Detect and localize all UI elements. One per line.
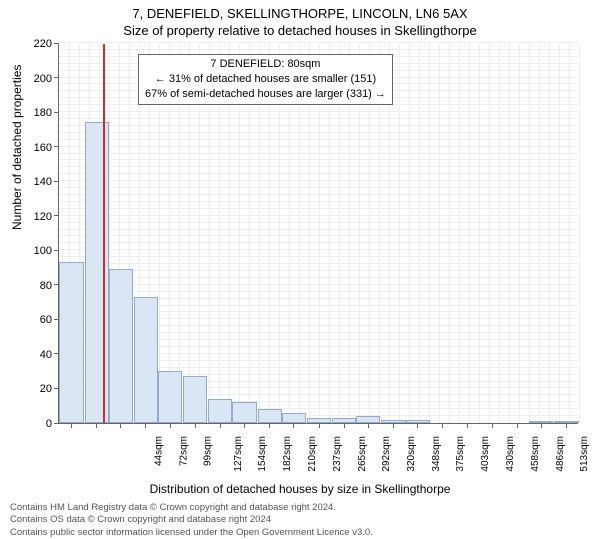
x-tick-label: 320sqm [406, 436, 417, 472]
x-tick-label: 99sqm [202, 436, 213, 466]
page-title: 7, DENEFIELD, SKELLINGTHORPE, LINCOLN, L… [0, 6, 600, 21]
histogram-bar [381, 420, 405, 423]
histogram-bar [282, 413, 306, 423]
footer-attribution: Contains HM Land Registry data © Crown c… [10, 502, 590, 539]
annotation-line-3: 67% of semi-detached houses are larger (… [145, 87, 386, 102]
x-tick-label: 237sqm [332, 436, 343, 472]
y-tick-label: 140 [22, 176, 52, 188]
y-tick-label: 40 [22, 349, 52, 361]
histogram-bar [258, 409, 282, 423]
x-tick-label: 513sqm [579, 436, 590, 472]
footer-line-1: Contains HM Land Registry data © Crown c… [10, 502, 590, 514]
histogram-bar [554, 421, 578, 423]
x-tick-label: 182sqm [282, 436, 293, 472]
x-tick-label: 127sqm [233, 436, 244, 472]
x-tick-label: 154sqm [257, 436, 268, 472]
x-tick-label: 375sqm [455, 436, 466, 472]
footer-line-3: Contains public sector information licen… [10, 527, 590, 539]
histogram-bar [134, 297, 158, 423]
histogram-bar [208, 399, 232, 423]
x-tick-label: 403sqm [480, 436, 491, 472]
x-tick-label: 72sqm [178, 436, 189, 466]
y-tick-label: 120 [22, 211, 52, 223]
x-tick-label: 265sqm [357, 436, 368, 472]
y-tick-label: 180 [22, 107, 52, 119]
annotation-box: 7 DENEFIELD: 80sqm ← 31% of detached hou… [138, 54, 393, 105]
histogram-bar [85, 122, 109, 423]
y-tick-label: 20 [22, 383, 52, 395]
y-tick-label: 160 [22, 142, 52, 154]
y-tick-label: 60 [22, 314, 52, 326]
histogram-bar [332, 418, 356, 423]
annotation-line-1: 7 DENEFIELD: 80sqm [145, 57, 386, 72]
x-tick-label: 292sqm [381, 436, 392, 472]
y-tick-label: 80 [22, 280, 52, 292]
x-tick-label: 210sqm [307, 436, 318, 472]
x-tick-label: 486sqm [555, 436, 566, 472]
histogram-bar [158, 371, 182, 423]
histogram-bar [529, 421, 553, 423]
annotation-line-2: ← 31% of detached houses are smaller (15… [145, 72, 386, 87]
chart-subtitle: Size of property relative to detached ho… [0, 23, 600, 38]
x-tick-label: 44sqm [153, 436, 164, 466]
x-tick-label: 348sqm [431, 436, 442, 472]
x-tick-label: 458sqm [530, 436, 541, 472]
histogram-chart: 020406080100120140160180200220 44sqm72sq… [58, 44, 578, 424]
x-axis-title: Distribution of detached houses by size … [0, 482, 600, 496]
histogram-bar [109, 269, 133, 423]
y-tick-label: 0 [22, 418, 52, 430]
footer-line-2: Contains OS data © Crown copyright and d… [10, 514, 590, 526]
x-tick-label: 430sqm [505, 436, 516, 472]
histogram-bar [307, 418, 331, 423]
histogram-bar [406, 420, 430, 423]
property-marker-line [103, 44, 105, 423]
histogram-bar [183, 376, 207, 423]
y-tick-label: 100 [22, 245, 52, 257]
histogram-bar [59, 262, 83, 423]
y-tick-label: 200 [22, 73, 52, 85]
histogram-bar [356, 416, 380, 423]
y-tick-label: 220 [22, 38, 52, 50]
histogram-bar [232, 402, 256, 423]
